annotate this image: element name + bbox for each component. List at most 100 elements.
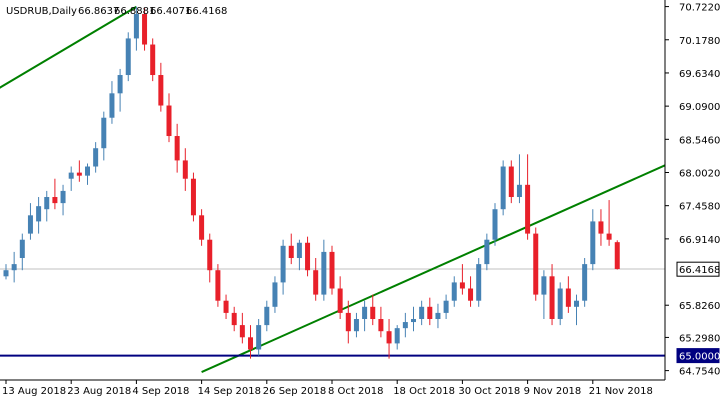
candle-body [93,148,99,167]
candle-body [117,75,123,94]
y-tick-label: 68.0020 [679,168,720,179]
candle-body [296,242,302,259]
candle-body [394,328,400,344]
y-tick-label: 65.2980 [679,333,720,344]
trendline-channel-lower [201,164,666,373]
candle-body [435,312,441,320]
candle-body [484,239,490,265]
candle-body [378,319,384,332]
candle-body [508,166,514,198]
y-tick-label: 64.7540 [679,367,720,378]
candle-body [158,75,164,106]
candle-body [370,306,376,320]
ohlc-close: 66.4168 [186,6,227,17]
candle-body [125,38,131,76]
trendline-channel-upper [0,5,137,89]
current-price-badge: 66.4168 [679,265,720,276]
candle-body [174,136,180,161]
candle-body [27,215,33,234]
candle-body [525,184,531,234]
candle-body [362,306,368,320]
candle-body [76,172,82,176]
candle-body [590,221,596,265]
y-tick-label: 68.5460 [679,135,720,146]
x-tick-label: 14 Sep 2018 [198,386,261,397]
x-tick-label: 26 Sep 2018 [263,386,326,397]
candle-body [386,331,392,344]
candle-body [182,160,188,179]
candle-body [280,245,286,283]
price-badges: 66.4168 65.0000 [676,261,720,364]
candle-body [541,276,547,295]
candle-body [614,242,620,269]
candle-body [272,282,278,307]
chart-title: USDRUB,Daily [6,6,77,17]
candle-body [85,166,90,176]
candle-body [329,251,335,289]
ohlc-open: 66.8637 [78,6,119,17]
x-tick-label: 4 Sep 2018 [132,386,189,397]
candle-body [598,221,604,234]
candle-body [353,319,359,332]
candle-body [468,288,474,301]
candle-body [36,206,42,222]
candle-body [215,270,221,301]
candle-body [459,282,465,289]
candle-body [427,306,433,320]
candle-body [402,322,408,329]
candle-body [492,209,498,240]
candle-body [533,233,539,295]
support-badge-box [676,348,720,364]
candle-body [60,190,66,204]
candle-body [109,93,115,118]
x-tick-label: 23 Aug 2018 [67,386,131,397]
candle-body [52,197,58,204]
x-tick-label: 30 Oct 2018 [458,386,520,397]
candle-body [476,264,482,301]
candle-body [443,300,449,313]
candle-body [256,325,262,350]
ohlc-high: 66.8881 [114,6,155,17]
candle-body [574,300,579,307]
candle-body [68,172,74,179]
x-axis-ticks: 13 Aug 2018 23 Aug 2018 4 Sep 2018 14 Sep 2… [2,380,653,397]
x-tick-label: 9 Nov 2018 [524,386,582,397]
candle-body [549,276,555,320]
candle-body [142,14,148,45]
ohlc-low: 66.4071 [150,6,191,17]
candle-body [223,300,229,313]
candle-body [231,312,237,326]
x-tick-label: 18 Oct 2018 [393,386,455,397]
candle-body [199,215,205,240]
x-tick-label: 13 Aug 2018 [2,386,66,397]
support-badge: 65.0000 [679,352,720,363]
y-tick-label: 70.1780 [679,36,720,47]
candle-body [166,105,172,137]
candle-body [313,270,319,295]
candle-body [3,270,9,277]
trendlines [0,5,666,373]
candle-body [345,312,351,332]
candle-body [19,239,25,259]
candle-body [500,166,506,210]
y-axis-ticks: 70.7220 70.1780 69.6340 69.0900 68.5460 68.00… [665,3,720,378]
y-tick-label: 66.9140 [679,235,720,246]
candle-body [305,242,311,271]
candle-body [582,264,588,301]
candle-body [190,178,196,216]
candles [3,6,620,359]
candle-body [239,325,245,338]
candle-body [207,239,213,271]
candle-body [451,282,457,301]
candle-body [44,197,50,210]
candle-body [321,251,327,295]
candle-body [150,44,156,76]
x-tick-label: 8 Oct 2018 [328,386,383,397]
y-tick-label: 65.8260 [679,301,720,312]
y-tick-label: 67.4580 [679,202,720,213]
candle-body [419,306,425,320]
candle-body [565,288,571,307]
